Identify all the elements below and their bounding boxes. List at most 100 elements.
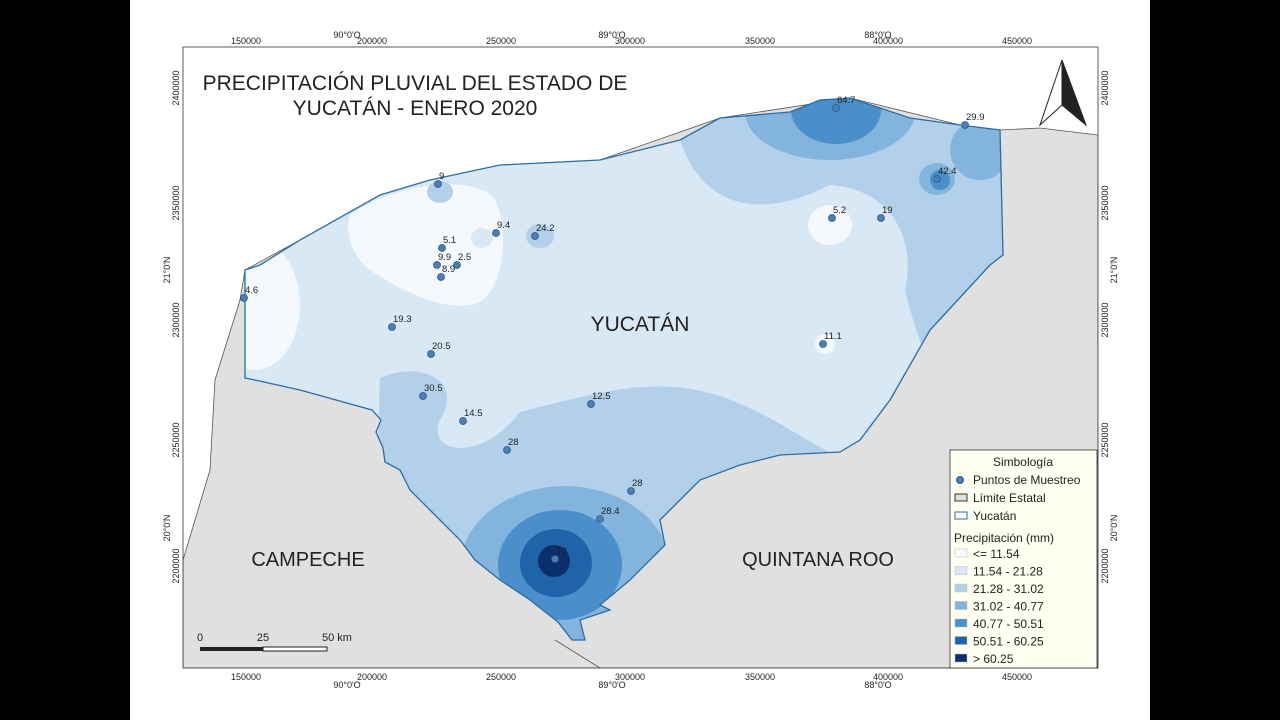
sampling-point: [877, 214, 885, 222]
northing-label: 2400000: [171, 70, 181, 105]
north-arrow: [1038, 59, 1088, 127]
point-label: 28.4: [601, 506, 620, 517]
sampling-point: [240, 294, 248, 302]
northing-label: 2200000: [1100, 548, 1110, 583]
legend-class: 40.77 - 50.51: [973, 617, 1044, 631]
point-label: 30.5: [424, 383, 443, 394]
legend-class: <= 11.54: [973, 547, 1020, 561]
legend-swatch: [954, 618, 968, 628]
sampling-point: [437, 273, 445, 281]
region-label: YUCATÁN: [591, 313, 690, 336]
longitude-label: 89°0'O: [598, 680, 625, 690]
sampling-point: [819, 340, 827, 348]
sampling-point: [551, 555, 559, 563]
sampling-point: [433, 261, 441, 269]
longitude-label: 90°0'O: [333, 680, 360, 690]
sampling-point: [434, 180, 442, 188]
point-label: 28: [508, 437, 519, 448]
point-label: 64.7: [837, 95, 856, 106]
easting-label: 250000: [486, 36, 516, 46]
sampling-point: [438, 244, 446, 252]
northing-label: 2400000: [1100, 70, 1110, 105]
title: YUCATÁN - ENERO 2020: [293, 97, 538, 120]
point-label: 5.1: [443, 235, 456, 246]
northing-label: 2300000: [1100, 302, 1110, 337]
easting-label: 250000: [486, 672, 516, 682]
easting-label: 150000: [231, 36, 261, 46]
sampling-point: [933, 175, 941, 183]
point-label: 12.5: [592, 391, 611, 402]
point-label: 28: [632, 478, 643, 489]
legend-swatch: [954, 583, 968, 593]
legend-item: Yucatán: [973, 509, 1016, 523]
legend: Simbología Puntos de Muestreo Límite Est…: [949, 449, 1098, 669]
point-label: 24.2: [536, 223, 555, 234]
point-label: 20.5: [432, 341, 451, 352]
legend-class: 21.28 - 31.02: [973, 582, 1044, 596]
legend-item: Límite Estatal: [973, 491, 1046, 505]
legend-subtitle: Precipitación (mm): [954, 531, 1054, 545]
latitude-label: 21°0'N: [1109, 257, 1119, 284]
sampling-point: [587, 400, 595, 408]
point-label: 2.5: [458, 252, 471, 263]
sampling-point: [961, 121, 969, 129]
latitude-label: 21°0'N: [162, 257, 172, 284]
easting-label: 350000: [745, 672, 775, 682]
point-label: 9.9: [438, 252, 451, 263]
point-label: 19: [882, 205, 893, 216]
scale-label: 25: [257, 632, 269, 644]
legend-class: > 60.25: [973, 652, 1014, 666]
map-frame: [182, 46, 1099, 669]
sampling-point: [503, 446, 511, 454]
longitude-label: 89°0'O: [598, 30, 625, 40]
legend-swatch: [954, 601, 968, 610]
legend-swatch: [954, 653, 968, 663]
sampling-point: [531, 232, 539, 240]
point-label: 42.4: [938, 166, 957, 177]
northing-label: 2250000: [171, 422, 181, 457]
legend-swatch: [954, 636, 968, 645]
longitude-label: 88°0'O: [864, 30, 891, 40]
legend-swatch: [954, 548, 968, 558]
sampling-point: [832, 104, 840, 112]
easting-label: 200000: [357, 36, 387, 46]
sampling-point: [492, 229, 500, 237]
sampling-point: [596, 515, 604, 523]
sampling-point: [388, 323, 396, 331]
point-label: 19.3: [393, 314, 412, 325]
sampling-point: [459, 417, 467, 425]
legend-swatch: [954, 566, 968, 575]
longitude-label: 90°0'O: [333, 30, 360, 40]
point-label: 9: [439, 171, 444, 182]
scale-label: 50 km: [322, 632, 352, 644]
easting-label: 150000: [231, 672, 261, 682]
legend-item: Puntos de Muestreo: [973, 473, 1081, 487]
point-label: 70: [556, 546, 567, 557]
easting-label: 450000: [1002, 672, 1032, 682]
easting-label: 200000: [357, 672, 387, 682]
easting-label: 400000: [873, 36, 903, 46]
legend-class: 31.02 - 40.77: [973, 600, 1044, 614]
longitude-label: 88°0'O: [864, 680, 891, 690]
easting-label: 300000: [615, 36, 645, 46]
easting-label: 350000: [745, 36, 775, 46]
legend-class: 11.54 - 21.28: [973, 565, 1043, 579]
region-label: QUINTANA ROO: [742, 549, 894, 571]
latitude-label: 20°0'N: [162, 515, 172, 542]
easting-label: 300000: [615, 672, 645, 682]
easting-label: 400000: [873, 672, 903, 682]
northing-label: 2250000: [1100, 422, 1110, 457]
northing-label: 2350000: [1100, 185, 1110, 220]
title: PRECIPITACIÓN PLUVIAL DEL ESTADO DE: [203, 72, 628, 95]
point-label: 9.4: [497, 220, 510, 231]
sampling-point: [627, 487, 635, 495]
scale-label: 0: [197, 632, 203, 644]
region-label: CAMPECHE: [251, 549, 364, 571]
scale-bar: 0 25 50 km: [197, 632, 352, 652]
sampling-point: [828, 214, 836, 222]
northing-label: 2350000: [171, 185, 181, 220]
point-label: 14.5: [464, 408, 483, 419]
point-label: 29.9: [966, 112, 985, 123]
sampling-point: [427, 350, 435, 358]
